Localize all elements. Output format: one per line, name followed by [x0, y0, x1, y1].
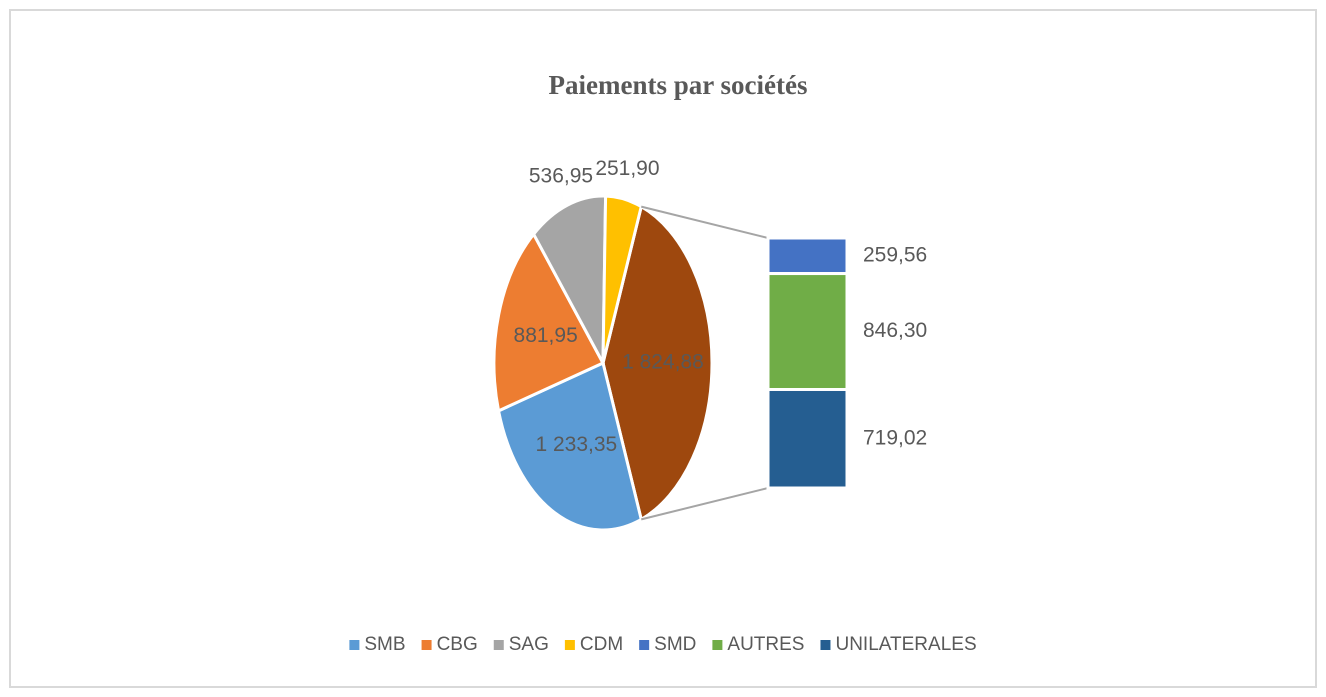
chart-title: Paiements par sociétés	[549, 70, 808, 100]
data-label: 719,02	[863, 426, 927, 449]
legend-label: CBG	[437, 634, 478, 655]
legend-swatch	[564, 640, 575, 650]
legend-label: CDM	[580, 634, 623, 655]
legend-label: SMB	[364, 634, 405, 655]
legend: SMB CBG SAG CDM SMD AUTRES UNILATERALES	[349, 634, 977, 655]
data-label: 251,90	[595, 157, 659, 180]
legend-label: AUTRES	[727, 634, 804, 655]
bar-segment	[766, 387, 849, 490]
legend-swatch	[421, 640, 432, 650]
data-label: 259,56	[863, 243, 927, 266]
data-label: 846,30	[863, 319, 927, 342]
bar-segment	[766, 236, 849, 276]
bar-segment	[766, 272, 849, 391]
legend-swatch	[349, 640, 360, 650]
pie-slice	[496, 360, 643, 532]
pie-slice	[601, 194, 643, 364]
legend-label: SMD	[654, 634, 696, 655]
data-label: 881,95	[514, 324, 578, 347]
pie-slice	[601, 204, 714, 522]
legend-label: UNILATERALES	[835, 634, 976, 655]
legend-swatch	[820, 640, 831, 650]
data-label: 1 233,35	[535, 433, 617, 456]
pie-slice	[531, 194, 608, 369]
legend-label: SAG	[509, 634, 549, 655]
data-label: 536,95	[529, 164, 593, 187]
connector	[641, 205, 769, 239]
pie-slice	[492, 231, 606, 414]
legend-swatch	[639, 640, 650, 650]
connector	[641, 487, 769, 521]
legend-swatch	[712, 640, 723, 650]
legend-swatch	[493, 640, 504, 650]
data-label: 1 824,88	[622, 351, 704, 374]
